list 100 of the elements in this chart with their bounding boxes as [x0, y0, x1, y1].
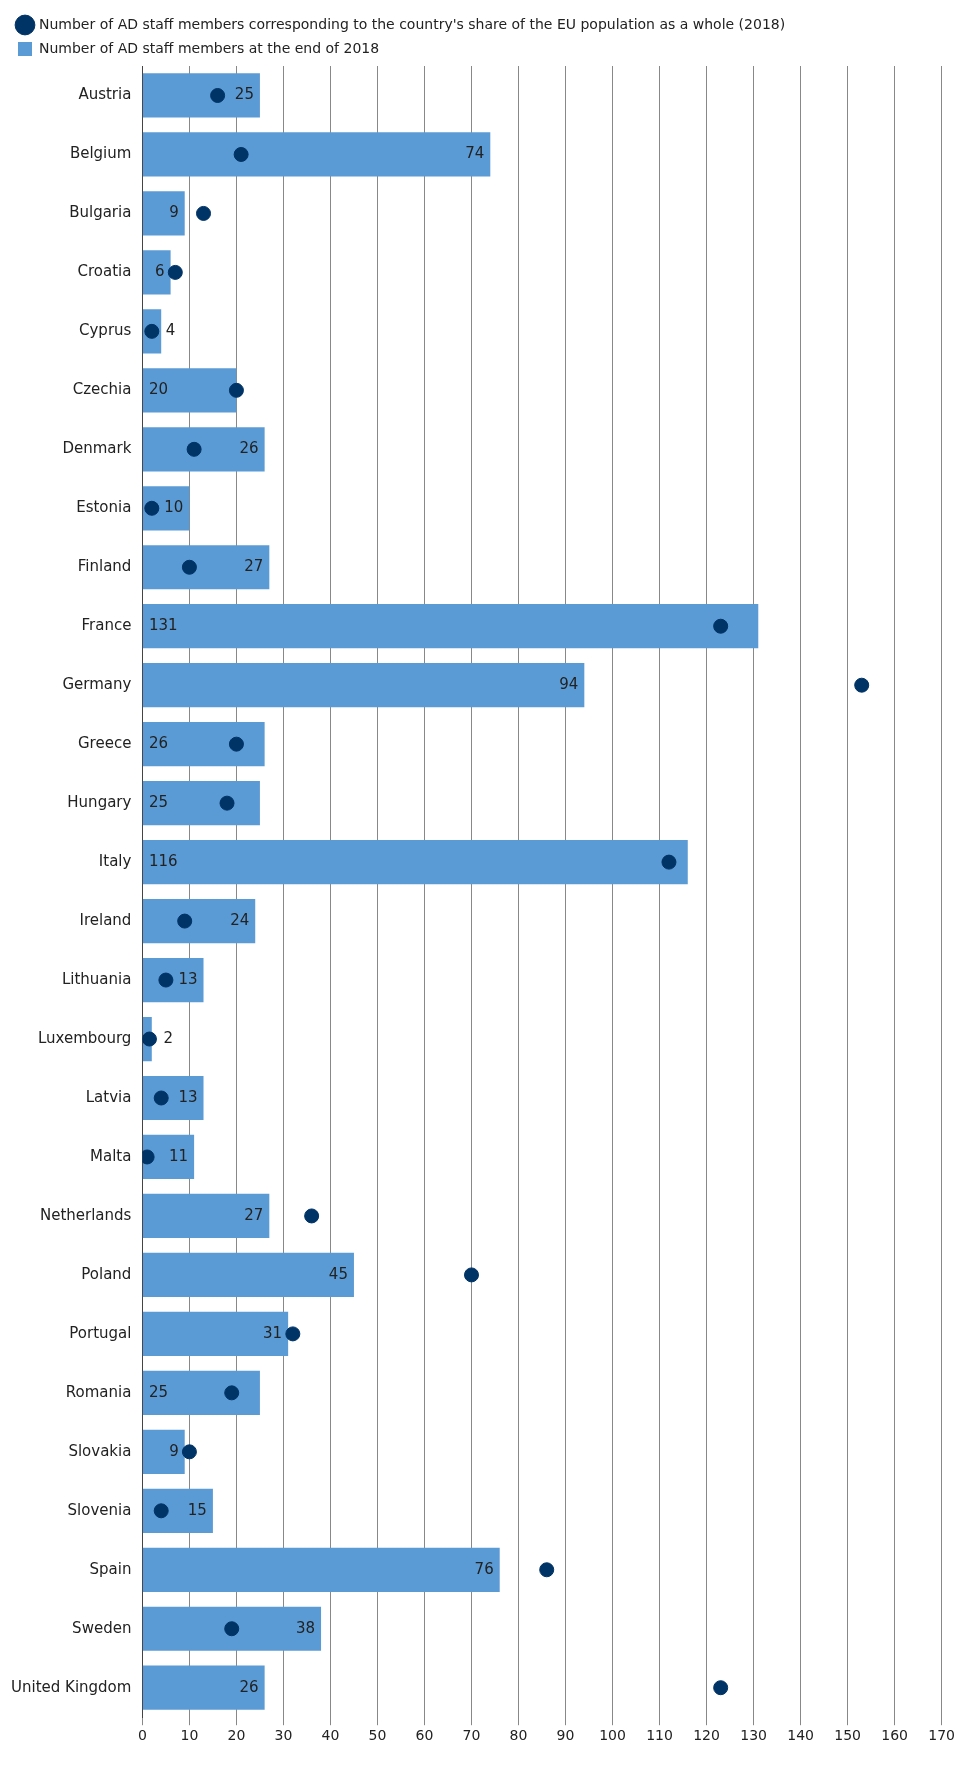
- x-tick-label: 70: [462, 1727, 481, 1744]
- data-label: 38: [295, 1618, 316, 1637]
- point: [713, 618, 729, 634]
- y-tick-label: Denmark: [62, 439, 132, 458]
- point: [142, 1149, 155, 1165]
- x-tick-label: 40: [321, 1727, 340, 1744]
- data-label: 13: [178, 1087, 198, 1106]
- point: [224, 1385, 240, 1401]
- y-tick-label: Austria: [78, 85, 132, 104]
- bar: [142, 957, 204, 1003]
- y-tick-label: Malta: [90, 1146, 132, 1165]
- data-label: 25: [234, 85, 254, 104]
- data-label: 10: [164, 498, 184, 517]
- y-tick-label: Greece: [77, 734, 132, 753]
- bar: [142, 1488, 213, 1533]
- data-label: 45: [328, 1264, 348, 1283]
- data-label: 2: [163, 1028, 173, 1047]
- y-tick-label: Romania: [65, 1382, 132, 1401]
- data-label: 6: [155, 262, 165, 281]
- point: [224, 1621, 240, 1637]
- y-tick-label: Slovakia: [68, 1441, 132, 1460]
- point: [181, 1444, 197, 1460]
- x-tick-label: 160: [881, 1727, 908, 1744]
- y-tick-label: Finland: [77, 557, 132, 576]
- point: [304, 1208, 320, 1224]
- bar: [142, 427, 265, 472]
- data-label: 26: [239, 439, 259, 458]
- x-tick-label: 10: [180, 1727, 199, 1744]
- point: [661, 854, 677, 870]
- bar: [142, 1134, 195, 1180]
- bar: [142, 250, 171, 295]
- point: [177, 913, 193, 929]
- point: [233, 146, 249, 162]
- y-tick-label: Cyprus: [79, 321, 132, 340]
- x-tick-label: 20: [227, 1727, 246, 1744]
- x-tick-label: 50: [368, 1727, 387, 1744]
- data-label: 74: [465, 144, 485, 163]
- point: [713, 1680, 729, 1696]
- bar: [142, 722, 265, 767]
- point: [142, 1031, 157, 1047]
- y-tick-label: Germany: [62, 675, 132, 694]
- y-tick-label: Hungary: [67, 793, 132, 812]
- data-label: 26: [148, 734, 168, 753]
- point: [153, 1503, 169, 1519]
- x-tick-label: 130: [740, 1727, 767, 1744]
- bar: [142, 1252, 354, 1298]
- point: [285, 1326, 301, 1342]
- y-tick-label: Italy: [98, 852, 132, 870]
- point: [167, 264, 183, 280]
- bar: [142, 663, 585, 708]
- x-tick-label: 170: [928, 1727, 956, 1744]
- x-tick-label: 140: [787, 1727, 814, 1744]
- y-tick-label: Slovenia: [67, 1500, 132, 1519]
- data-label: 24: [230, 910, 250, 929]
- point: [196, 205, 212, 221]
- y-tick-label: Spain: [89, 1559, 132, 1578]
- data-label: 27: [244, 1205, 264, 1224]
- y-tick-label: Croatia: [77, 262, 132, 281]
- bar: [142, 73, 260, 118]
- y-tick-label: Netherlands: [39, 1205, 132, 1224]
- x-tick-label: 80: [509, 1727, 528, 1744]
- data-label: 31: [263, 1323, 283, 1342]
- data-label: 25: [148, 1382, 168, 1401]
- x-tick-label: 110: [646, 1727, 673, 1744]
- y-tick-label: Czechia: [72, 380, 132, 399]
- bar: [142, 1311, 289, 1356]
- y-tick-label: Luxembourg: [37, 1028, 132, 1047]
- y-tick-label: Belgium: [69, 144, 132, 163]
- point: [144, 500, 160, 516]
- bar: [142, 1429, 185, 1474]
- data-label: 9: [169, 1441, 179, 1460]
- y-tick-label: Estonia: [76, 498, 132, 517]
- x-tick-label: 120: [693, 1727, 720, 1744]
- data-label: 76: [474, 1559, 494, 1578]
- x-tick-label: 150: [834, 1727, 861, 1744]
- bar: [142, 1193, 270, 1239]
- point: [186, 441, 202, 457]
- data-label: 94: [559, 675, 579, 694]
- point: [181, 559, 197, 575]
- data-label: 27: [244, 557, 264, 576]
- x-tick-label: 30: [274, 1727, 293, 1744]
- y-tick-label: Bulgaria: [69, 203, 132, 222]
- bar: [142, 368, 237, 413]
- bar: [142, 840, 688, 885]
- bar: [142, 191, 185, 236]
- bar: [142, 1370, 260, 1415]
- y-tick-label: Portugal: [69, 1323, 132, 1342]
- y-tick-label: Sweden: [72, 1618, 132, 1637]
- data-label: 9: [169, 203, 179, 222]
- y-tick-label: France: [81, 616, 132, 635]
- point: [539, 1562, 555, 1578]
- y-tick-label: Poland: [81, 1264, 132, 1283]
- data-label: 25: [148, 793, 168, 812]
- y-tick-label: United Kingdom: [10, 1677, 132, 1696]
- point: [228, 736, 244, 752]
- bar: [142, 898, 256, 944]
- y-tick-label: Ireland: [79, 910, 132, 929]
- data-label: 15: [187, 1500, 207, 1519]
- x-tick-label: 0: [137, 1727, 147, 1744]
- point: [464, 1267, 479, 1283]
